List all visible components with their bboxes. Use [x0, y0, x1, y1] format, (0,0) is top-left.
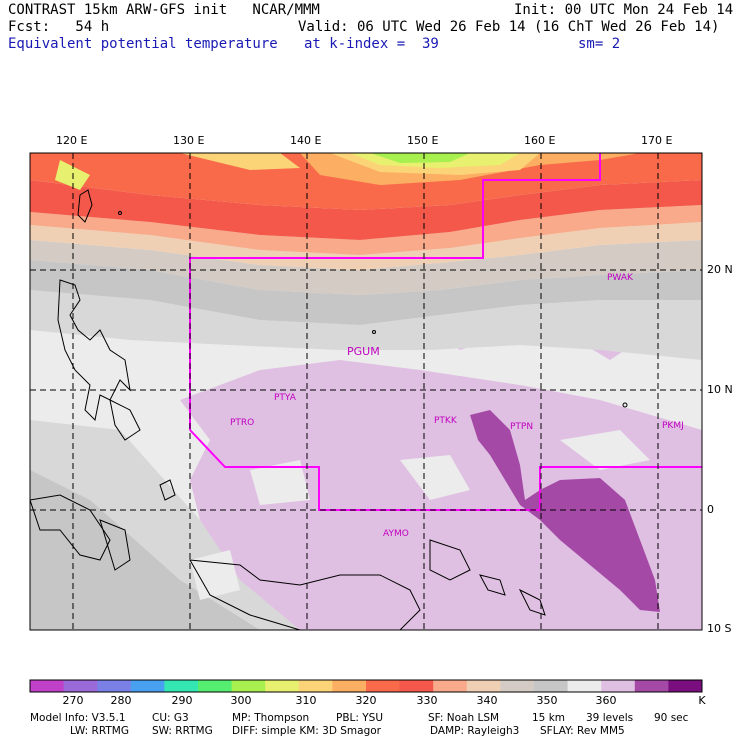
lon-label-140e: 140 E [290, 134, 322, 147]
init-time: Init: 00 UTC Mon 24 Feb 14 [514, 2, 734, 18]
colorbar-label-340: 340 [476, 694, 498, 707]
colorbar-swatch [332, 680, 367, 692]
field-name: Equivalent potential temperature [8, 36, 278, 52]
colorbar-swatch [634, 680, 669, 692]
level-index: at k-index = 39 [304, 36, 439, 52]
footer-diff: DIFF: simple KM: 3D Smagor [232, 725, 381, 737]
colorbar-swatch [231, 680, 266, 692]
colorbar-swatch [433, 680, 468, 692]
colorbar-swatch [130, 680, 165, 692]
footer-sw: SW: RRTMG [152, 725, 213, 737]
station-ptpn: PTPN [510, 422, 534, 432]
station-ptkk: PTKK [434, 416, 457, 426]
colorbar-swatch [164, 680, 199, 692]
colorbar-swatch [366, 680, 401, 692]
domain-boundary-south [189, 429, 702, 511]
station-pgum: PGUM [347, 345, 380, 358]
colorbar-label-320: 320 [355, 694, 377, 707]
footer-model-info: Model Info: V3.5.1 [30, 712, 126, 724]
lon-label-130e: 130 E [173, 134, 205, 147]
lat-label-10s: 10 S [707, 622, 732, 635]
station-ptya: PTYA [274, 393, 296, 403]
footer-lw: LW: RRTMG [70, 725, 129, 737]
footer-mp: MP: Thompson [232, 712, 310, 724]
lat-lon-grid [30, 153, 702, 630]
colorbar-unit: K [698, 694, 706, 707]
colorbar-label-300: 300 [230, 694, 252, 707]
footer-pbl: PBL: YSU [336, 712, 384, 724]
colorbar-swatch [30, 680, 65, 692]
header-title: CONTRAST 15km ARW-GFS init NCAR/MMM [8, 2, 320, 18]
colorbar-swatch [399, 680, 434, 692]
colorbar-frame [29, 679, 703, 693]
theta-e-field [30, 153, 702, 630]
colorbar-swatch [298, 680, 333, 692]
footer-resolution: 15 km [532, 712, 566, 724]
colorbar-label-330: 330 [416, 694, 438, 707]
lat-label-20n: 20 N [707, 263, 733, 276]
lon-label-150e: 150 E [407, 134, 439, 147]
footer-sf: SF: Noah LSM [428, 712, 500, 724]
station-pwak: PWAK [607, 273, 633, 283]
map-frame [29, 152, 703, 631]
colorbar-swatch [668, 680, 703, 692]
lon-label-120e: 120 E [56, 134, 88, 147]
colorbar [30, 680, 703, 692]
smoothing: sm= 2 [578, 36, 621, 52]
colorbar-swatch [265, 680, 300, 692]
station-aymo: AYMO [383, 529, 409, 539]
station-ptro: PTRO [230, 418, 255, 428]
coastlines [30, 189, 628, 630]
colorbar-label-270: 270 [62, 694, 84, 707]
lon-label-160e: 160 E [524, 134, 556, 147]
footer-levels: 39 levels [586, 712, 634, 724]
colorbar-swatch [601, 680, 636, 692]
colorbar-label-310: 310 [295, 694, 317, 707]
colorbar-swatch [466, 680, 501, 692]
colorbar-label-280: 280 [110, 694, 132, 707]
forecast-hour: Fcst: 54 h [8, 19, 110, 35]
lon-label-170e: 170 E [641, 134, 673, 147]
colorbar-label-350: 350 [536, 694, 558, 707]
colorbar-swatch [567, 680, 602, 692]
colorbar-label-290: 290 [171, 694, 193, 707]
lat-label-0: 0 [707, 503, 714, 516]
footer-damp: DAMP: Rayleigh3 [430, 725, 520, 737]
footer-timestep: 90 sec [654, 712, 689, 724]
lat-label-10n: 10 N [707, 383, 733, 396]
footer-sflay: SFLAY: Rev MM5 [540, 725, 625, 737]
valid-time: Valid: 06 UTC Wed 26 Feb 14 (16 ChT Wed … [298, 19, 720, 35]
colorbar-swatch [97, 680, 132, 692]
colorbar-swatch [198, 680, 233, 692]
footer-cu: CU: G3 [152, 712, 189, 724]
station-pkmj: PKMJ [662, 421, 684, 431]
colorbar-swatch [500, 680, 535, 692]
colorbar-label-360: 360 [595, 694, 617, 707]
colorbar-swatch [63, 680, 98, 692]
colorbar-swatch [534, 680, 569, 692]
